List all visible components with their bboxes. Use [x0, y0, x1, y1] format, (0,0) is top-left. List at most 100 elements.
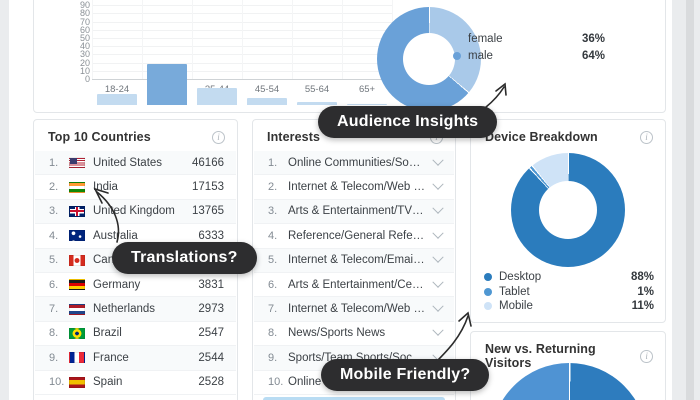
y-axis-tick: 90 [79, 0, 90, 11]
country-row-spain: 10. Spain 2528 [35, 371, 236, 395]
flag-es-icon [69, 376, 85, 388]
country-value: 3831 [198, 278, 224, 291]
callout-translations: Translations? [112, 242, 257, 274]
rank-number: 5. [49, 254, 59, 267]
y-axis-tick: 30 [79, 49, 90, 60]
rank-number: 10. [49, 376, 65, 389]
legend-item-male[interactable]: male 64% [453, 50, 605, 62]
rank-number: 8. [268, 327, 278, 340]
interest-label: Arts & Entertainment/Celebrities & Ente.… [288, 278, 426, 291]
country-row-united-kingdom: 3. United Kingdom 13765 [35, 199, 236, 225]
chevron-down-icon[interactable] [432, 251, 444, 264]
x-axis-label: 55-64 [304, 84, 330, 95]
interest-row[interactable]: 2. Internet & Telecom/Web Services/Web ..… [254, 175, 454, 200]
callout-audience-insights: Audience Insights [318, 106, 498, 138]
audience-overview-panel: 0102030405060708090100 18-2425-3435-4445… [33, 0, 666, 113]
legend-label: Mobile [499, 300, 533, 312]
chevron-down-icon[interactable] [432, 154, 444, 166]
legend-item-mobile[interactable]: Mobile 11% [484, 300, 654, 312]
legend-value: 1% [637, 285, 654, 298]
country-row-germany: 6. Germany 3831 [35, 273, 236, 298]
interest-row[interactable]: 3. Arts & Entertainment/TV & Video/Online… [254, 199, 454, 225]
country-name: United Kingdom [93, 205, 175, 218]
interest-row[interactable]: 8. News/Sports News [254, 322, 454, 347]
flag-au-icon [69, 230, 85, 242]
chevron-down-icon[interactable] [432, 227, 444, 239]
gender-donut-chart [377, 7, 481, 111]
rank-number: 2. [49, 181, 59, 194]
rank-number: 7. [268, 303, 278, 316]
age-chart-plot-area [92, 0, 393, 80]
info-icon[interactable]: i [640, 349, 653, 363]
legend-dot-icon [484, 273, 492, 281]
flag-br-icon [69, 327, 85, 339]
rank-number: 9. [49, 351, 59, 364]
gridline [342, 0, 343, 79]
country-name: Brazil [93, 327, 122, 340]
info-icon[interactable]: i [640, 130, 653, 144]
legend-value: 11% [631, 300, 654, 312]
rank-number: 6. [268, 278, 278, 291]
legend-label: Desktop [499, 271, 542, 283]
interest-row[interactable]: 4. Reference/General Reference/Dictionari… [254, 224, 454, 249]
flag-gb-icon [69, 205, 85, 217]
scrollbar[interactable] [686, 0, 694, 400]
chevron-down-icon[interactable] [432, 202, 444, 215]
country-value: 2547 [198, 327, 224, 340]
country-value: 13765 [192, 205, 224, 218]
legend-item-female[interactable]: female 36% [453, 33, 605, 45]
legend-dot-icon [453, 35, 461, 43]
new-vs-returning-title: New vs. Returning Visitors [485, 342, 596, 370]
country-row-india: 2. India 17153 [35, 175, 236, 200]
country-name: India [93, 181, 118, 194]
rank-number: 8. [49, 327, 59, 340]
interest-label: Internet & Telecom/Web Services/Web ... [288, 181, 426, 194]
y-axis-tick: 50 [79, 33, 90, 43]
x-axis-label: 65+ [358, 84, 376, 95]
gridline [142, 0, 143, 79]
rank-number: 7. [49, 303, 59, 316]
legend-item-desktop[interactable]: Desktop 88% [484, 271, 654, 283]
legend-value: 64% [581, 50, 605, 62]
interests-footer-band [263, 397, 445, 400]
y-axis-tick: 100 [60, 0, 90, 2]
interest-row[interactable]: 10. Online Com [254, 371, 454, 395]
y-axis-tick: 0 [84, 74, 90, 84]
y-axis-tick: 40 [79, 41, 90, 52]
country-name: Netherlands [93, 303, 156, 316]
chevron-down-icon[interactable] [432, 324, 444, 337]
flag-us-icon [69, 157, 85, 169]
legend-label: Tablet [499, 285, 530, 298]
callout-mobile-friendly: Mobile Friendly? [321, 359, 490, 391]
top-countries-title: Top 10 Countries [48, 130, 151, 144]
chevron-down-icon[interactable] [432, 178, 444, 190]
age-chart-x-axis [92, 79, 392, 80]
interest-row[interactable]: 7. Internet & Telecom/Web Services/Searc.… [254, 297, 454, 322]
legend-item-tablet[interactable]: Tablet 1% [484, 286, 654, 298]
country-value: 6333 [198, 229, 224, 242]
interest-row[interactable]: 1. Online Communities/Social Networks [254, 151, 454, 176]
chevron-down-icon[interactable] [432, 276, 444, 288]
rank-number: 1. [49, 156, 59, 169]
new-vs-returning-panel: New vs. Returning Visitors i [470, 331, 666, 400]
age-distribution-bar-chart: 0102030405060708090100 18-2425-3435-4445… [68, 0, 398, 105]
country-row-france: 9. France 2544 [35, 346, 236, 371]
interest-row[interactable]: 5. Internet & Telecom/Email & Messaging [254, 248, 454, 273]
interest-label: Internet & Telecom/Email & Messaging [288, 254, 426, 267]
device-donut-chart [511, 153, 625, 267]
rank-number: 9. [268, 351, 278, 364]
x-axis-label: 18-24 [104, 84, 130, 95]
interest-label: News/Sports News [288, 327, 386, 340]
gridline [242, 0, 243, 79]
legend-label: male [468, 50, 493, 62]
country-row-brazil: 8. Brazil 2547 [35, 322, 236, 347]
legend-dot-icon [484, 287, 492, 296]
interest-row[interactable]: 6. Arts & Entertainment/Celebrities & Ent… [254, 273, 454, 298]
country-value: 2973 [198, 303, 224, 316]
legend-dot-icon [453, 52, 461, 60]
rank-number: 4. [49, 229, 59, 242]
chevron-down-icon[interactable] [432, 300, 444, 312]
flag-in-icon [69, 181, 85, 193]
info-icon[interactable]: i [212, 130, 225, 144]
